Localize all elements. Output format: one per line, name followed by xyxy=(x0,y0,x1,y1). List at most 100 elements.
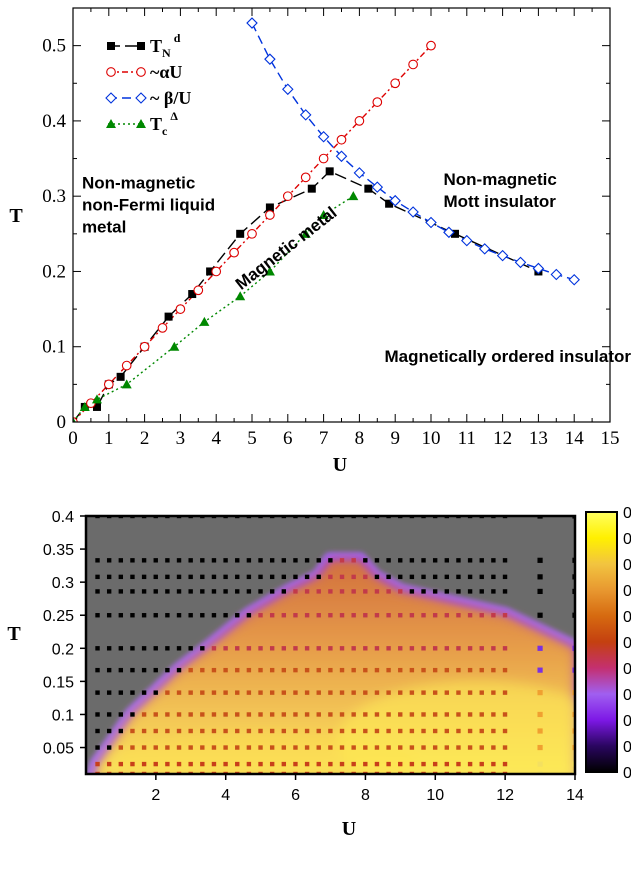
sample-point xyxy=(491,728,496,734)
sample-point xyxy=(444,574,450,580)
sample-point xyxy=(293,613,298,618)
sample-point xyxy=(153,574,158,580)
top-x-tick-label: 11 xyxy=(458,428,476,449)
sample-point xyxy=(421,589,426,594)
legend-marker xyxy=(105,92,117,104)
sample-point xyxy=(409,589,415,594)
sample-point xyxy=(141,574,147,580)
series-0-point xyxy=(364,184,373,193)
sample-point xyxy=(95,574,100,580)
series-2-point xyxy=(550,268,563,281)
sample-point xyxy=(316,745,321,750)
sample-point xyxy=(211,667,217,673)
sample-point xyxy=(432,646,438,651)
legend-marker xyxy=(136,67,146,77)
sample-point xyxy=(141,728,147,734)
sample-point xyxy=(165,646,170,651)
sample-point xyxy=(572,516,575,519)
sample-point xyxy=(537,667,543,673)
sample-point xyxy=(374,761,380,767)
sample-point xyxy=(537,588,543,595)
top-x-tick-label: 3 xyxy=(176,428,186,449)
sample-point xyxy=(479,690,484,695)
series-2-point xyxy=(514,256,527,269)
sample-point xyxy=(304,613,310,618)
sample-point xyxy=(258,589,263,594)
sample-point xyxy=(502,690,508,695)
sample-point xyxy=(188,761,193,767)
sample-point xyxy=(141,558,147,563)
sample-point xyxy=(363,712,368,717)
sample-point xyxy=(235,712,240,717)
sample-point xyxy=(537,612,543,618)
sample-point xyxy=(479,574,484,580)
legend-item-0: TNd xyxy=(107,31,181,60)
sample-point xyxy=(223,646,228,651)
sample-point xyxy=(339,558,345,563)
sample-point xyxy=(398,728,403,734)
sample-point xyxy=(269,646,275,651)
sample-point xyxy=(141,761,147,767)
sample-point xyxy=(491,712,496,717)
sample-point xyxy=(339,690,345,695)
sample-point xyxy=(491,589,496,594)
heatmap-axis-ticks: 2 4 6 8 10 12 14 0.05 0.1 0.15 0.2 0.25 0.3 0.35 0.4 xyxy=(43,509,584,804)
sample-point xyxy=(153,690,158,695)
sample-point xyxy=(258,574,263,580)
colorbar-tick-label: 0 xyxy=(623,583,631,600)
sample-point xyxy=(293,667,298,673)
series-3-point xyxy=(169,341,180,351)
sample-point xyxy=(281,574,287,580)
sample-point xyxy=(572,588,575,595)
sample-point xyxy=(153,589,158,594)
sample-point xyxy=(386,761,391,767)
sample-point xyxy=(106,646,112,651)
sample-point xyxy=(304,745,310,750)
colorbar-tick-label: 0 xyxy=(623,505,631,522)
heatmap-x-tick-label: 2 xyxy=(151,787,160,804)
top-plot-area xyxy=(73,17,580,422)
sample-point xyxy=(258,558,263,563)
series-3-point xyxy=(348,191,359,201)
sample-point xyxy=(141,690,147,695)
series-1-point xyxy=(408,59,418,70)
series-3-point xyxy=(73,417,76,422)
sample-point xyxy=(200,712,205,717)
top-x-tick-label: 4 xyxy=(211,428,221,449)
sample-point xyxy=(293,558,298,563)
sample-point xyxy=(502,667,508,673)
sample-point xyxy=(258,667,263,673)
sample-point xyxy=(467,589,473,594)
sample-point xyxy=(200,613,205,618)
heatmap-x-axis-label: U xyxy=(342,818,356,840)
sample-point xyxy=(502,728,508,734)
series-0-point xyxy=(164,312,173,321)
sample-point xyxy=(95,667,100,673)
sample-point xyxy=(118,728,124,734)
sample-point xyxy=(421,761,426,767)
sample-point xyxy=(106,712,112,717)
sample-point xyxy=(456,667,461,673)
sample-point xyxy=(304,589,310,594)
sample-point xyxy=(421,712,426,717)
sample-point xyxy=(409,761,415,767)
sample-point xyxy=(200,646,205,651)
sample-point xyxy=(258,646,263,651)
legend-label: ~αU xyxy=(150,62,182,82)
sample-point xyxy=(537,744,543,751)
sample-point xyxy=(223,589,228,594)
legend-marker xyxy=(137,42,145,50)
sample-point xyxy=(572,690,575,696)
series-2-point xyxy=(532,262,545,275)
sample-point xyxy=(106,761,112,767)
sample-point xyxy=(200,728,205,734)
annotation-line: Non-magnetic xyxy=(82,174,195,193)
sample-point xyxy=(374,712,380,717)
sample-point xyxy=(409,558,415,563)
series-2-point xyxy=(335,150,348,163)
series-1-point xyxy=(175,304,186,314)
series-0-point xyxy=(92,402,101,411)
sample-point xyxy=(141,745,147,750)
sample-point xyxy=(409,667,415,673)
sample-point xyxy=(398,574,403,580)
